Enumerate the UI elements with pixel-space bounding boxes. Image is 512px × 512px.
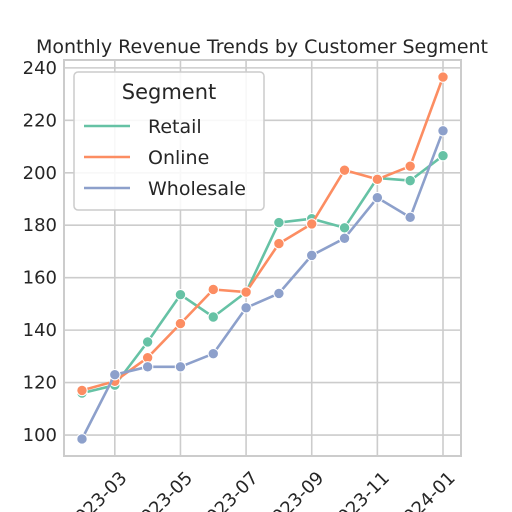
- y-tick-label: 100: [23, 425, 57, 446]
- legend-label: Retail: [148, 116, 202, 138]
- data-point: [109, 369, 121, 381]
- data-point: [404, 160, 416, 172]
- data-point: [174, 289, 187, 301]
- data-point: [207, 283, 219, 296]
- x-axis-tick-labels: 2023-032023-052023-072023-092023-112024-…: [63, 468, 459, 512]
- data-point: [207, 348, 219, 360]
- x-tick-label: 2023-09: [260, 468, 328, 512]
- data-point: [404, 174, 416, 187]
- y-axis-tick-labels: 100 120 140 160 180 200 220 240: [23, 58, 57, 446]
- data-point: [306, 249, 318, 262]
- series-line: [81, 76, 445, 392]
- x-tick-label: 2024-01: [392, 468, 460, 512]
- legend-label: Wholesale: [148, 178, 246, 200]
- plot-frame: [63, 59, 462, 457]
- x-tick-label: 2023-03: [63, 468, 131, 512]
- data-point: [371, 191, 384, 204]
- data-point: [306, 218, 318, 230]
- data-point: [273, 216, 285, 229]
- x-tick-label: 2023-05: [129, 468, 197, 512]
- data-point: [174, 361, 187, 373]
- data-point: [437, 125, 449, 137]
- y-tick-label: 220: [23, 110, 57, 131]
- series-layer: [76, 71, 449, 445]
- data-point: [338, 232, 351, 245]
- data-point: [240, 286, 252, 298]
- data-point: [174, 317, 187, 330]
- data-point: [338, 222, 351, 234]
- data-point: [437, 71, 449, 83]
- data-point: [240, 302, 252, 314]
- x-tick-label: 2023-07: [195, 468, 263, 512]
- series-online: [76, 71, 449, 397]
- data-point: [273, 287, 285, 300]
- y-tick-label: 200: [23, 163, 57, 184]
- data-point: [437, 150, 449, 162]
- data-point: [76, 433, 88, 445]
- x-tick-label: 2023-11: [326, 468, 394, 512]
- legend-box: [73, 71, 265, 211]
- y-tick-label: 160: [23, 268, 57, 289]
- y-tick-label: 120: [23, 373, 57, 394]
- data-point: [141, 361, 154, 373]
- data-point: [338, 164, 351, 176]
- data-point: [76, 384, 88, 397]
- data-point: [404, 211, 416, 224]
- data-point: [371, 173, 384, 186]
- y-tick-label: 240: [23, 58, 57, 79]
- y-tick-label: 140: [23, 320, 57, 341]
- data-point: [207, 311, 219, 323]
- data-point: [141, 336, 154, 348]
- legend: Segment Retail Online Wholesale: [73, 71, 265, 211]
- y-tick-label: 180: [23, 215, 57, 236]
- legend-label: Online: [148, 147, 209, 169]
- chart-title: Monthly Revenue Trends by Customer Segme…: [36, 36, 488, 58]
- series-wholesale: [76, 125, 449, 445]
- legend-title: Segment: [122, 80, 217, 104]
- data-point: [273, 237, 285, 250]
